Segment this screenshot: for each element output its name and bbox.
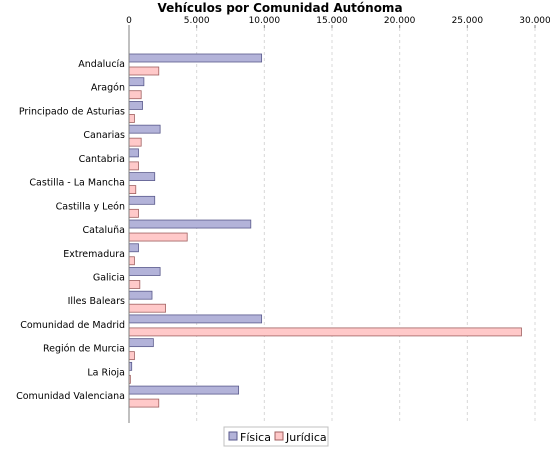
- bar-juridica-galicia: [128, 280, 141, 289]
- category-label-andalucia: Andalucía: [78, 59, 125, 70]
- bar-fisica-castilla-y-leon: [128, 195, 156, 205]
- category-label-canarias: Canarias: [83, 130, 125, 141]
- x-tick-label: 5.000: [184, 16, 210, 26]
- x-axis-ticks: 0 5.000 10.000 15.000 20.000 25.000 30.000: [126, 16, 550, 28]
- bar-fisica-region-de-murcia: [128, 338, 154, 348]
- bar-fisica-illes-balears: [128, 290, 153, 300]
- x-tick-label: 15.000: [316, 16, 348, 26]
- bar-juridica-cataluna: [128, 232, 188, 242]
- bar-fisica-galicia: [128, 267, 161, 276]
- category-label-cantabria: Cantabria: [79, 154, 125, 165]
- bar-fisica-cataluna: [128, 219, 252, 229]
- bar-fisica-principado-de-asturias: [128, 101, 143, 110]
- category-label-castilla-la-mancha: Castilla - La Mancha: [29, 178, 125, 189]
- category-labels: Andalucía Aragón Principado de Asturias Can…: [16, 59, 125, 402]
- bar-fisica-extremadura: [128, 243, 139, 253]
- bar-juridica-principado-de-asturias: [128, 114, 135, 123]
- bar-fisica-aragon: [128, 77, 145, 87]
- bar-juridica-cantabria: [128, 161, 139, 171]
- bar-juridica-andalucia: [128, 66, 160, 76]
- category-label-cataluna: Cataluña: [82, 225, 125, 236]
- category-label-castilla-y-leon: Castilla y León: [56, 201, 125, 212]
- bar-fisica-comunidad-de-madrid: [128, 314, 263, 324]
- legend-label-fisica: Física: [240, 431, 271, 444]
- x-tick-label: 0: [126, 16, 132, 26]
- category-label-comunidad-valenciana: Comunidad Valenciana: [16, 391, 125, 402]
- legend-label-juridica: Jurídica: [285, 431, 327, 444]
- x-tick-label: 25.000: [452, 16, 484, 26]
- bar-fisica-cantabria: [128, 148, 139, 158]
- bar-juridica-extremadura: [128, 256, 135, 266]
- category-label-extremadura: Extremadura: [63, 249, 125, 260]
- bars: [128, 53, 522, 408]
- category-label-comunidad-de-madrid: Comunidad de Madrid: [20, 320, 125, 331]
- bar-juridica-comunidad-valenciana: [128, 398, 160, 408]
- bar-fisica-comunidad-valenciana: [128, 385, 240, 395]
- bar-juridica-aragon: [128, 90, 142, 100]
- bar-fisica-canarias: [128, 124, 161, 134]
- category-label-principado-de-asturias: Principado de Asturias: [19, 106, 125, 117]
- category-label-region-de-murcia: Región de Murcia: [43, 344, 125, 355]
- x-tick-label: 10.000: [249, 16, 281, 26]
- bar-juridica-castilla-la-mancha: [128, 185, 137, 195]
- x-tick-label: 30.000: [519, 16, 550, 26]
- legend-swatch-fisica: [228, 431, 238, 441]
- bar-juridica-illes-balears: [128, 303, 166, 313]
- bar-juridica-comunidad-de-madrid: [128, 327, 522, 337]
- bar-juridica-region-de-murcia: [128, 351, 135, 361]
- bar-juridica-canarias: [128, 137, 142, 147]
- bar-juridica-castilla-y-leon: [128, 208, 139, 218]
- legend: Física Jurídica: [223, 426, 329, 447]
- category-label-illes-balears: Illes Balears: [68, 296, 125, 307]
- legend-swatch-juridica: [274, 431, 284, 441]
- category-label-aragon: Aragón: [91, 83, 125, 94]
- category-label-la-rioja: La Rioja: [87, 367, 125, 378]
- chart-title: Vehículos por Comunidad Autónoma: [157, 1, 402, 15]
- category-label-galicia: Galicia: [93, 272, 125, 283]
- x-tick-label: 20.000: [384, 16, 416, 26]
- bar-fisica-andalucia: [128, 53, 263, 63]
- bar-fisica-castilla-la-mancha: [128, 172, 156, 182]
